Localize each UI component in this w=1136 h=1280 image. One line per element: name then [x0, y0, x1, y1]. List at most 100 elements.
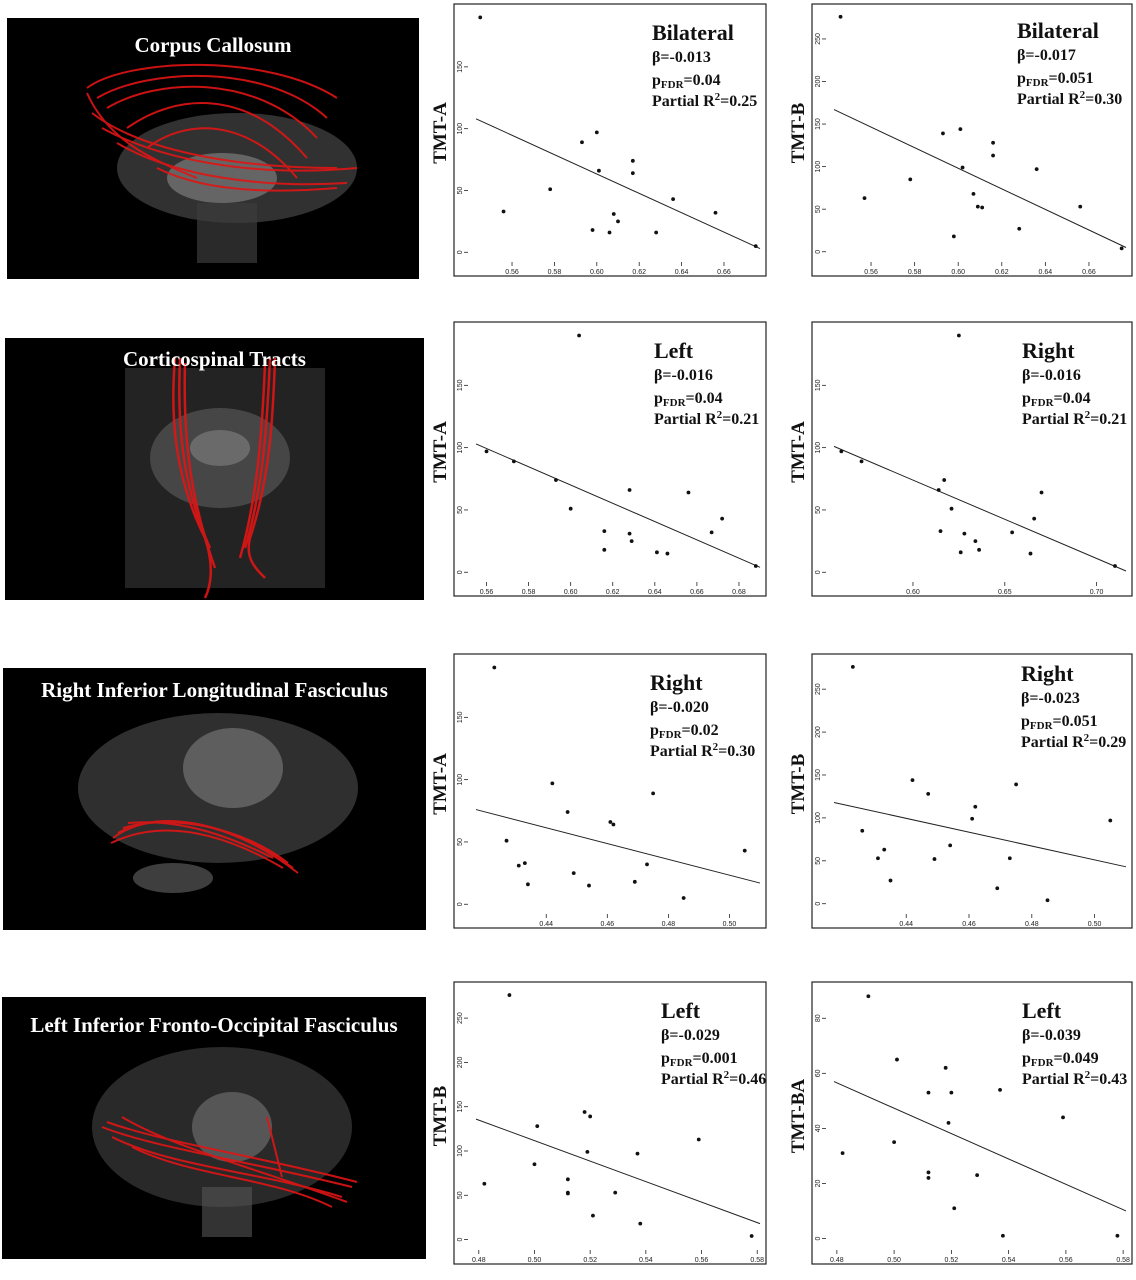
data-point — [554, 478, 558, 482]
annotation-pfdr: pFDR=0.04 — [1022, 390, 1091, 409]
data-point — [591, 1213, 595, 1218]
data-point — [585, 1149, 590, 1154]
y-axis-label: TMT-BA — [788, 1079, 809, 1154]
x-tick-label: 0.54 — [1002, 1257, 1016, 1264]
x-tick-label: 0.62 — [995, 269, 1009, 276]
y-tick-label: 150 — [815, 379, 822, 391]
annotation-partial-r2: Partial R2=0.29 — [1021, 732, 1126, 751]
x-tick-label: 0.46 — [600, 921, 614, 928]
y-tick-label: 100 — [815, 442, 822, 454]
data-point — [577, 333, 581, 338]
data-point — [942, 478, 947, 482]
data-point — [958, 127, 963, 132]
data-point — [975, 1173, 980, 1178]
data-point — [1010, 530, 1015, 535]
data-point — [709, 530, 714, 535]
annotation-side: Bilateral — [652, 20, 734, 45]
data-point — [590, 228, 595, 232]
data-point — [482, 1181, 487, 1186]
data-point — [1078, 204, 1083, 209]
data-point — [616, 219, 620, 224]
data-point — [749, 1234, 754, 1238]
x-tick-label: 0.70 — [1090, 589, 1104, 596]
annotation-side: Left — [661, 998, 701, 1023]
plot-frame — [811, 981, 1133, 1265]
panel-title: Corticospinal Tracts — [123, 347, 306, 371]
x-tick-label: 0.50 — [887, 1257, 901, 1264]
x-tick-label: 0.66 — [717, 269, 731, 276]
data-point — [686, 490, 691, 495]
y-tick-label: 0 — [457, 250, 464, 254]
y-tick-label: 50 — [457, 1191, 464, 1199]
scatter-plot-8: TMT-BA 0 20 40 60 80 0.48 0.50 0.52 0.54 0.56 0.58 L… — [788, 981, 1133, 1265]
data-point — [696, 1137, 701, 1142]
data-point — [635, 1151, 640, 1156]
data-point — [587, 883, 591, 888]
data-point — [876, 856, 880, 861]
data-point — [484, 449, 489, 454]
y-tick-label: 50 — [457, 838, 464, 846]
data-point — [507, 993, 512, 997]
data-point — [565, 810, 570, 814]
data-point — [971, 191, 976, 196]
data-point — [492, 665, 497, 670]
x-tick-label: 0.58 — [1116, 1257, 1130, 1264]
scatter-plot-6: TMT-B 0 50 100 150 200 250 0.44 0.46 0.48 0.50 Righ… — [788, 653, 1133, 929]
y-axis-label: TMT-A — [430, 102, 451, 164]
data-point — [645, 862, 649, 867]
y-axis-label: TMT-B — [788, 753, 809, 814]
y-tick-label: 200 — [457, 1056, 464, 1068]
data-point — [838, 14, 843, 19]
x-tick-label: 0.52 — [945, 1257, 959, 1264]
scatter-plot-2: TMT-B 0 50 100 150 200 250 0.56 0.58 0.60 0.62 0.64… — [788, 3, 1133, 277]
x-tick-label: 0.64 — [675, 269, 689, 276]
y-axis-label: TMT-A — [788, 421, 809, 483]
plot-frame — [811, 653, 1133, 929]
x-tick-label: 0.48 — [472, 1257, 486, 1264]
data-point — [973, 539, 978, 544]
data-point — [860, 828, 865, 833]
y-tick-label: 250 — [457, 1012, 464, 1024]
plot-frame — [453, 981, 767, 1265]
x-tick-label: 0.58 — [750, 1257, 764, 1264]
data-point — [478, 15, 483, 20]
y-tick-label: 100 — [457, 442, 464, 454]
y-tick-label: 0 — [815, 250, 822, 254]
plot-frame — [453, 3, 767, 277]
x-tick-label: 0.52 — [583, 1257, 597, 1264]
data-point — [582, 1110, 587, 1114]
y-tick-label: 50 — [815, 857, 822, 865]
data-point — [949, 506, 954, 511]
data-point — [866, 994, 871, 999]
data-point — [1119, 246, 1124, 251]
annotation-partial-r2: Partial R2=0.25 — [652, 91, 757, 110]
regression-line — [475, 1118, 761, 1225]
y-tick-label: 250 — [815, 683, 822, 695]
y-tick-label: 100 — [815, 812, 822, 824]
annotation-beta: β=-0.013 — [652, 49, 711, 66]
data-point — [1001, 1233, 1005, 1238]
x-tick-label: 0.60 — [590, 269, 604, 276]
data-point — [565, 1177, 570, 1182]
data-point — [1113, 564, 1117, 568]
y-tick-label: 50 — [457, 186, 464, 194]
data-point — [850, 664, 855, 669]
data-point — [839, 449, 844, 454]
annotation-pfdr: pFDR=0.051 — [1021, 713, 1098, 732]
annotation-beta: β=-0.017 — [1017, 47, 1076, 64]
annotation-beta: β=-0.023 — [1021, 690, 1080, 707]
data-point — [1061, 1115, 1065, 1120]
regression-line — [475, 809, 761, 884]
x-tick-label: 0.66 — [1082, 269, 1096, 276]
data-point — [991, 153, 995, 158]
annotation-beta: β=-0.020 — [650, 699, 709, 716]
data-point — [638, 1221, 643, 1226]
brain-image-corpus-callosum: Corpus Callosum — [7, 18, 419, 279]
brain-image-left-ifof: Left Inferior Fronto-Occipital Fasciculu… — [2, 997, 426, 1259]
y-tick-label: 200 — [815, 76, 822, 88]
x-tick-label: 0.44 — [899, 921, 913, 928]
y-tick-label: 150 — [457, 711, 464, 723]
x-tick-label: 0.60 — [951, 269, 965, 276]
x-tick-label: 0.56 — [480, 589, 494, 596]
data-point — [602, 529, 607, 534]
